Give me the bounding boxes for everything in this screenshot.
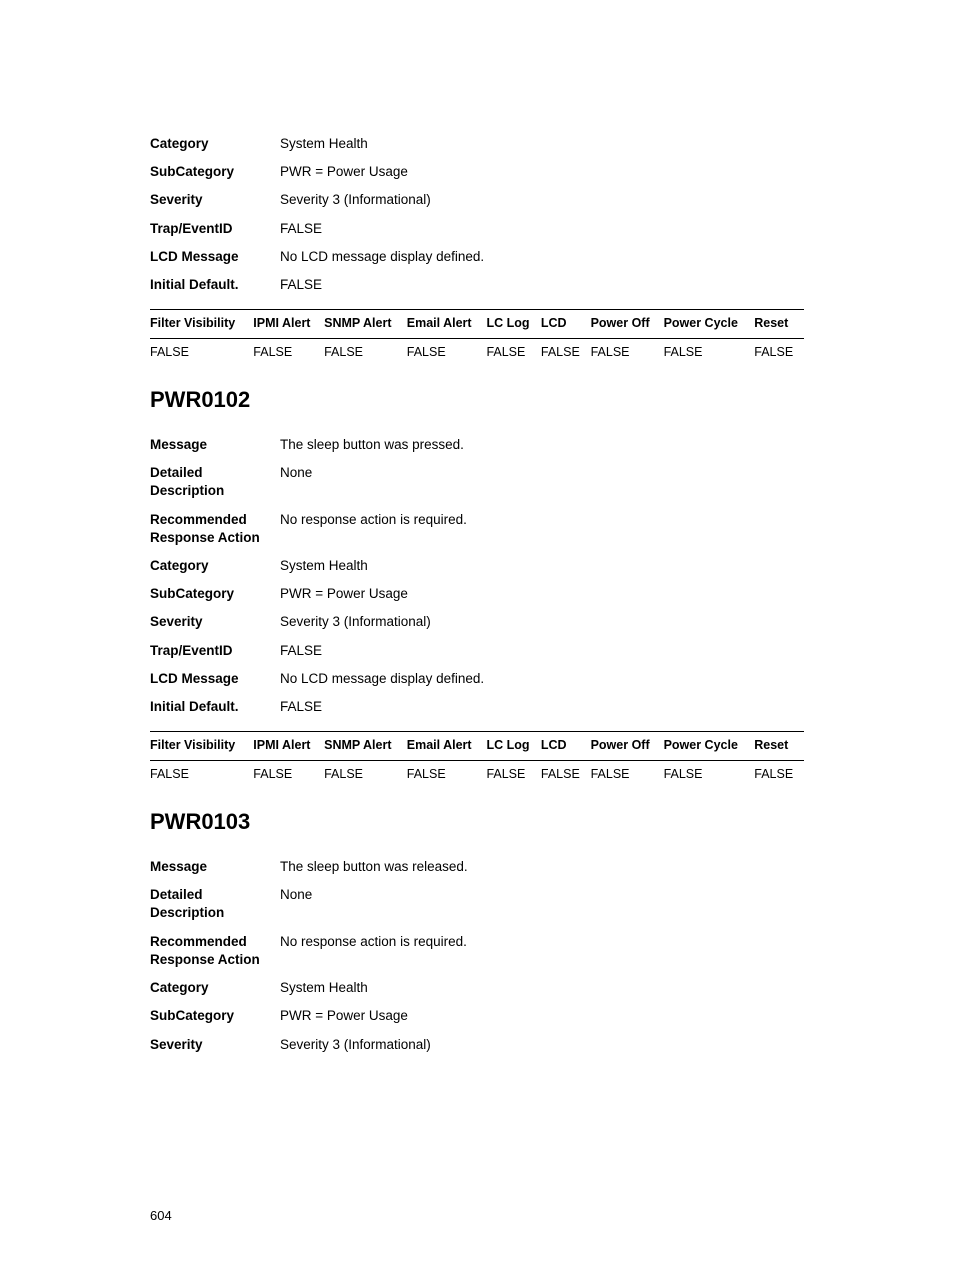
field-label: SubCategory — [150, 158, 280, 186]
filter-header: SNMP Alert — [324, 310, 407, 339]
field-value: None — [280, 459, 804, 505]
field-label: Severity — [150, 1031, 280, 1059]
field-label: LCD Message — [150, 243, 280, 271]
filter-header: Email Alert — [407, 732, 487, 761]
field-value: Severity 3 (Informational) — [280, 1031, 804, 1059]
field-value: PWR = Power Usage — [280, 580, 804, 608]
section-heading-pwr0103: PWR0103 — [150, 809, 804, 835]
filter-header: Filter Visibility — [150, 732, 253, 761]
filter-header: LCD — [541, 310, 591, 339]
filter-value: FALSE — [591, 760, 664, 787]
filter-header: LC Log — [486, 310, 540, 339]
field-value: System Health — [280, 552, 804, 580]
filter-value: FALSE — [541, 338, 591, 365]
filter-value: FALSE — [754, 338, 804, 365]
filter-header: Power Cycle — [664, 310, 755, 339]
filter-header: Reset — [754, 310, 804, 339]
field-value: The sleep button was pressed. — [280, 431, 804, 459]
field-value: Severity 3 (Informational) — [280, 608, 804, 636]
field-value: Severity 3 (Informational) — [280, 186, 804, 214]
filter-header: Power Cycle — [664, 732, 755, 761]
field-label: Severity — [150, 186, 280, 214]
filter-value: FALSE — [754, 760, 804, 787]
field-label: Trap/EventID — [150, 637, 280, 665]
field-label: Initial Default. — [150, 693, 280, 721]
field-value: None — [280, 881, 804, 927]
filter-value: FALSE — [253, 338, 324, 365]
field-value: No LCD message display defined. — [280, 243, 804, 271]
field-value: System Health — [280, 974, 804, 1002]
field-label: Recommended Response Action — [150, 506, 280, 552]
field-value: PWR = Power Usage — [280, 1002, 804, 1030]
field-label: SubCategory — [150, 580, 280, 608]
filter-header: Power Off — [591, 732, 664, 761]
definition-table-1: MessageThe sleep button was pressed. Det… — [150, 431, 804, 721]
filter-value: FALSE — [150, 760, 253, 787]
filter-header: Reset — [754, 732, 804, 761]
field-value: No response action is required. — [280, 506, 804, 552]
filter-value: FALSE — [664, 338, 755, 365]
section-heading-pwr0102: PWR0102 — [150, 387, 804, 413]
filter-header: IPMI Alert — [253, 310, 324, 339]
field-value: The sleep button was released. — [280, 853, 804, 881]
field-label: Category — [150, 552, 280, 580]
field-value: No response action is required. — [280, 928, 804, 974]
filter-value: FALSE — [541, 760, 591, 787]
filter-table-0: Filter Visibility IPMI Alert SNMP Alert … — [150, 309, 804, 365]
filter-header: LCD — [541, 732, 591, 761]
field-label: Detailed Description — [150, 881, 280, 927]
filter-value: FALSE — [486, 338, 540, 365]
field-value: FALSE — [280, 693, 804, 721]
filter-value: FALSE — [407, 760, 487, 787]
field-label: Recommended Response Action — [150, 928, 280, 974]
field-label: LCD Message — [150, 665, 280, 693]
filter-value: FALSE — [324, 760, 407, 787]
document-page: CategorySystem Health SubCategoryPWR = P… — [0, 0, 954, 1268]
field-label: Trap/EventID — [150, 215, 280, 243]
field-value: FALSE — [280, 637, 804, 665]
field-label: Initial Default. — [150, 271, 280, 299]
filter-value: FALSE — [324, 338, 407, 365]
field-label: Category — [150, 974, 280, 1002]
filter-value: FALSE — [150, 338, 253, 365]
definition-table-0: CategorySystem Health SubCategoryPWR = P… — [150, 130, 804, 299]
field-value: System Health — [280, 130, 804, 158]
field-value: FALSE — [280, 215, 804, 243]
field-label: Message — [150, 853, 280, 881]
filter-header: IPMI Alert — [253, 732, 324, 761]
field-value: PWR = Power Usage — [280, 158, 804, 186]
field-label: Message — [150, 431, 280, 459]
filter-value: FALSE — [253, 760, 324, 787]
filter-header: Power Off — [591, 310, 664, 339]
field-value: No LCD message display defined. — [280, 665, 804, 693]
field-value: FALSE — [280, 271, 804, 299]
filter-value: FALSE — [486, 760, 540, 787]
filter-value: FALSE — [591, 338, 664, 365]
field-label: Detailed Description — [150, 459, 280, 505]
page-number: 604 — [150, 1208, 172, 1223]
filter-value: FALSE — [664, 760, 755, 787]
field-label: Category — [150, 130, 280, 158]
filter-value: FALSE — [407, 338, 487, 365]
filter-table-1: Filter Visibility IPMI Alert SNMP Alert … — [150, 731, 804, 787]
field-label: Severity — [150, 608, 280, 636]
filter-header: Filter Visibility — [150, 310, 253, 339]
definition-table-2: MessageThe sleep button was released. De… — [150, 853, 804, 1059]
filter-header: LC Log — [486, 732, 540, 761]
filter-header: SNMP Alert — [324, 732, 407, 761]
filter-header: Email Alert — [407, 310, 487, 339]
field-label: SubCategory — [150, 1002, 280, 1030]
